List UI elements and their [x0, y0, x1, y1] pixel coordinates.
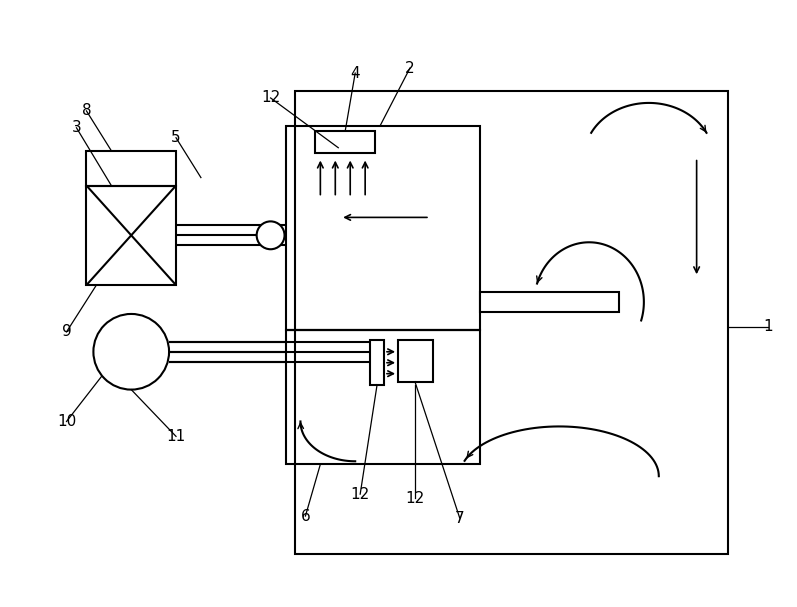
Circle shape	[93, 314, 169, 390]
Circle shape	[257, 222, 285, 249]
Bar	[285, 126, 480, 330]
Text: 12: 12	[351, 487, 370, 501]
Bar	[296, 91, 728, 554]
Bar	[370, 340, 384, 385]
Text: 1: 1	[764, 319, 773, 334]
Bar	[398, 340, 433, 382]
Bar	[86, 186, 176, 285]
Text: 12: 12	[261, 90, 281, 106]
Bar	[285, 330, 480, 464]
Bar	[86, 151, 176, 186]
Text: 6: 6	[300, 509, 310, 523]
Text: 4: 4	[351, 66, 360, 81]
Text: 7: 7	[455, 510, 465, 526]
Text: 8: 8	[81, 103, 91, 118]
Text: 10: 10	[57, 414, 77, 429]
Text: 2: 2	[405, 61, 414, 76]
Text: 11: 11	[167, 429, 186, 444]
Text: 5: 5	[171, 131, 181, 145]
Bar	[480, 292, 619, 312]
Bar	[316, 131, 375, 153]
Text: 3: 3	[72, 120, 81, 135]
Text: 9: 9	[61, 324, 72, 339]
Text: 12: 12	[406, 490, 425, 506]
